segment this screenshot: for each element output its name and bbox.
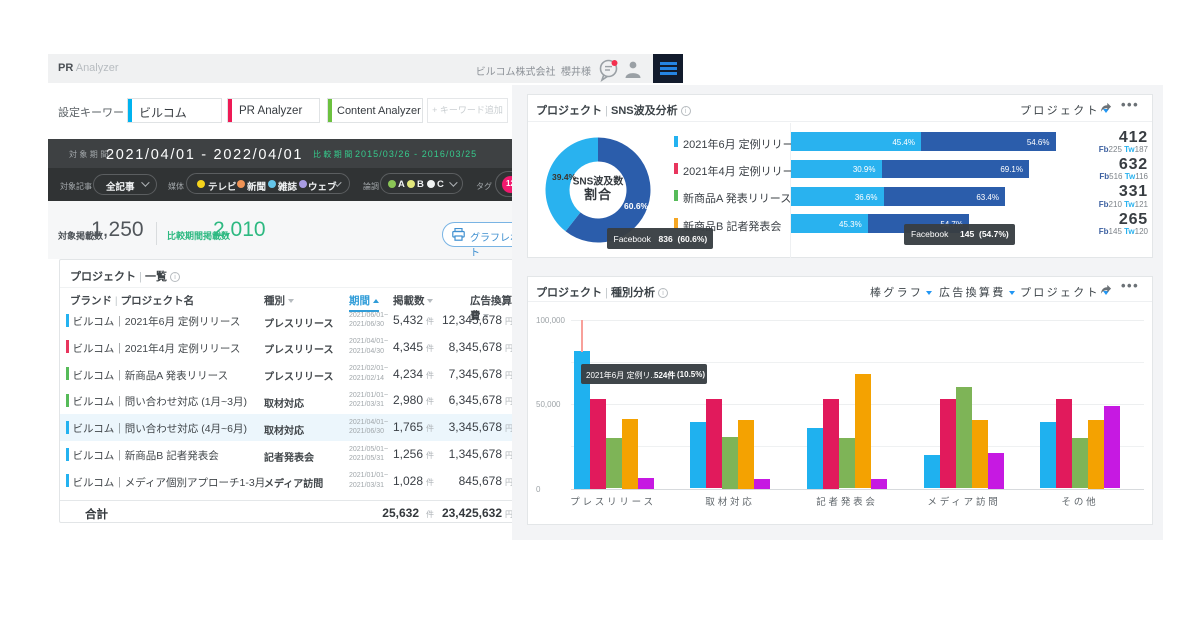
svg-text:割合: 割合: [584, 187, 612, 202]
svg-text:SNS波及数: SNS波及数: [573, 175, 625, 188]
